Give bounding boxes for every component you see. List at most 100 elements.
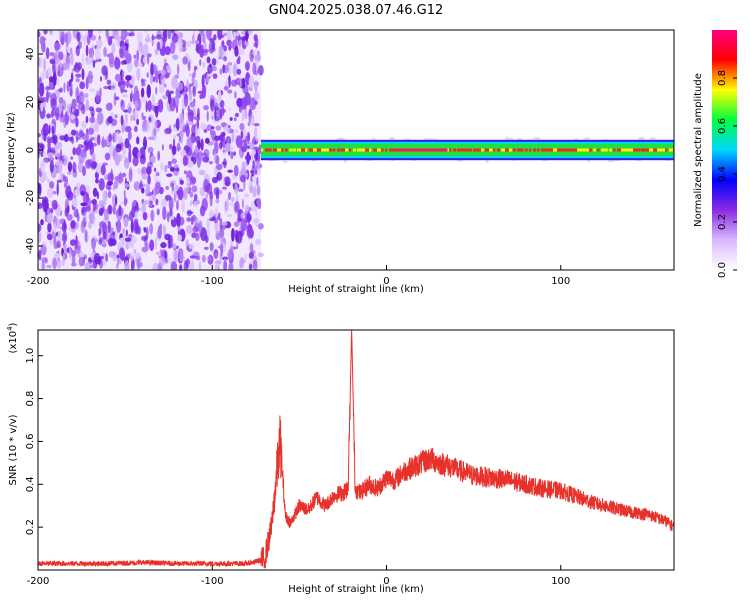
noise-speckle [228, 46, 232, 51]
signal-core [369, 148, 372, 152]
noise-speckle [167, 243, 174, 249]
noise-speckle [246, 223, 253, 236]
signal-core [265, 148, 271, 152]
noise-speckle [40, 160, 45, 173]
noise-speckle [175, 117, 180, 131]
noise-speckle [90, 161, 97, 170]
noise-speckle [206, 217, 210, 231]
signal-core [345, 148, 349, 152]
noise-speckle [81, 145, 85, 149]
noise-speckle [200, 44, 204, 54]
noise-speckle [219, 217, 223, 232]
noise-speckle [79, 252, 85, 258]
noise-speckle [98, 178, 105, 191]
noise-speckle [121, 45, 127, 50]
noise-speckle [171, 76, 178, 90]
noise-region [38, 30, 264, 270]
noise-speckle [177, 81, 184, 91]
noise-speckle [156, 208, 160, 216]
noise-speckle [154, 69, 159, 83]
noise-speckle [234, 45, 239, 57]
top-y-tick-label: -20 [25, 190, 36, 206]
noise-speckle [176, 64, 180, 75]
noise-speckle [217, 30, 223, 40]
signal-core [317, 148, 323, 152]
noise-speckle [40, 102, 44, 112]
snr-series-line [38, 330, 674, 569]
noise-speckle [63, 114, 67, 128]
noise-speckle [129, 166, 133, 176]
noise-speckle [157, 150, 161, 161]
signal-core [577, 148, 584, 152]
signal-halo [648, 137, 657, 140]
noise-speckle [257, 223, 264, 230]
noise-speckle [94, 46, 101, 61]
noise-speckle [159, 223, 163, 230]
noise-speckle [258, 144, 262, 155]
noise-speckle [141, 77, 144, 87]
noise-speckle [236, 97, 243, 108]
noise-speckle [231, 228, 235, 242]
noise-speckle [186, 217, 192, 222]
noise-speckle [49, 30, 53, 36]
noise-speckle [159, 248, 163, 256]
noise-speckle [232, 182, 235, 189]
noise-speckle [107, 237, 114, 247]
top-y-tick-label: 40 [25, 48, 36, 61]
noise-speckle [115, 143, 122, 153]
noise-speckle [62, 252, 65, 267]
noise-speckle [114, 114, 118, 119]
noise-speckle [202, 33, 206, 44]
noise-speckle [202, 254, 206, 263]
noise-speckle [177, 32, 184, 39]
noise-speckle [112, 204, 116, 215]
noise-speckle [217, 212, 221, 221]
noise-speckle [84, 92, 89, 99]
noise-speckle [189, 255, 197, 259]
noise-speckle [49, 51, 55, 57]
noise-speckle [46, 187, 54, 199]
noise-speckle [40, 72, 45, 80]
signal-core [349, 148, 352, 152]
noise-speckle [237, 188, 244, 192]
noise-speckle [107, 186, 112, 191]
noise-speckle [65, 63, 70, 70]
noise-speckle [201, 74, 205, 88]
noise-speckle [45, 86, 51, 91]
noise-speckle [147, 100, 152, 112]
signal-core [389, 148, 395, 152]
noise-speckle [130, 220, 134, 233]
noise-speckle [188, 263, 194, 270]
noise-speckle [232, 63, 238, 77]
noise-speckle [113, 180, 119, 189]
noise-speckle [164, 164, 168, 173]
noise-speckle [196, 154, 202, 168]
top-x-tick-label: -100 [201, 276, 224, 287]
noise-speckle [189, 200, 193, 207]
signal-core [589, 148, 593, 152]
noise-speckle [173, 248, 179, 263]
noise-speckle [155, 236, 158, 251]
colorbar-gradient [712, 30, 737, 270]
bottom-x-tick-label: -100 [201, 576, 224, 587]
noise-speckle [108, 204, 112, 215]
noise-speckle [234, 183, 239, 195]
noise-speckle [132, 259, 135, 270]
noise-speckle [113, 30, 120, 40]
noise-speckle [152, 40, 156, 45]
signal-core [381, 148, 384, 152]
noise-speckle [55, 106, 60, 121]
signal-core [509, 148, 513, 152]
noise-speckle [70, 52, 74, 66]
noise-speckle [85, 44, 89, 57]
noise-speckle [96, 39, 103, 48]
noise-speckle [150, 155, 156, 164]
noise-speckle [85, 115, 89, 124]
noise-speckle [116, 254, 120, 259]
noise-speckle [146, 53, 150, 65]
signal-core [557, 148, 562, 152]
signal-core [377, 148, 382, 152]
noise-speckle [186, 136, 193, 149]
noise-speckle [141, 173, 149, 180]
noise-speckle [69, 47, 73, 55]
